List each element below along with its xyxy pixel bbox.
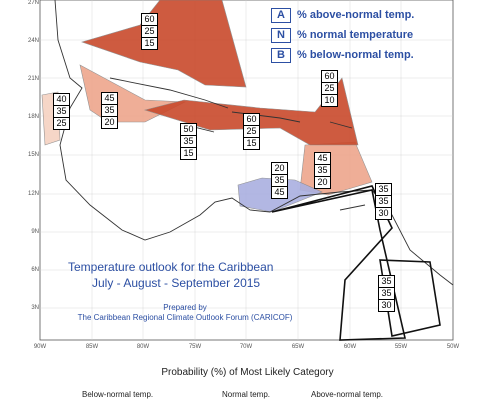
x-label: 90W bbox=[33, 344, 47, 350]
normal-value: 35 bbox=[272, 174, 287, 186]
probability-box: 20 35 45 bbox=[271, 162, 288, 199]
above-value: 20 bbox=[274, 163, 285, 173]
normal-value: 25 bbox=[142, 25, 157, 37]
prepared-by-organization: The Caribbean Regional Climate Outlook F… bbox=[77, 313, 293, 322]
above-value: 60 bbox=[144, 14, 155, 24]
above-value: 60 bbox=[324, 71, 335, 81]
x-label: 65W bbox=[291, 344, 305, 350]
category-label-below: Below-normal temp. bbox=[82, 390, 154, 399]
x-label: 60W bbox=[343, 344, 357, 350]
region-above-normal-strong-north bbox=[81, 0, 247, 88]
above-value: 35 bbox=[378, 184, 389, 194]
legend-row-normal: N % normal temperature bbox=[271, 25, 446, 45]
below-value: 30 bbox=[379, 299, 394, 311]
probability-box: 40 35 25 bbox=[53, 93, 70, 130]
legend-text: % normal temperature bbox=[297, 29, 414, 41]
above-value: 40 bbox=[56, 94, 67, 104]
y-label: 15N bbox=[27, 152, 39, 158]
normal-value: 35 bbox=[54, 105, 69, 117]
y-label: 6N bbox=[31, 267, 39, 273]
above-value: 60 bbox=[246, 114, 257, 124]
below-value: 15 bbox=[142, 37, 157, 49]
normal-value: 35 bbox=[379, 287, 394, 299]
y-label: 3N bbox=[31, 305, 39, 311]
probability-box: 35 35 30 bbox=[375, 183, 392, 220]
probability-box: 60 25 15 bbox=[243, 113, 260, 150]
y-label: 24N bbox=[27, 38, 39, 44]
probability-box: 50 35 15 bbox=[180, 123, 197, 160]
category-label-normal: Normal temp. bbox=[222, 390, 271, 399]
below-value: 20 bbox=[102, 116, 117, 128]
below-value: 20 bbox=[315, 176, 330, 188]
normal-value: 35 bbox=[181, 135, 196, 147]
probability-box: 60 25 10 bbox=[321, 70, 338, 107]
probability-box: 45 35 20 bbox=[314, 152, 331, 189]
legend-text: % above-normal temp. bbox=[297, 9, 415, 21]
legend-key: B bbox=[271, 47, 291, 63]
map-title: Temperature outlook for the Caribbean bbox=[68, 260, 274, 274]
category-title: Probability (%) of Most Likely Category bbox=[161, 367, 334, 378]
category-label-above: Above-normal temp. bbox=[311, 390, 384, 399]
normal-value: 25 bbox=[244, 125, 259, 137]
normal-value: 35 bbox=[376, 195, 391, 207]
x-label: 70W bbox=[239, 344, 253, 350]
map-legend: A % above-normal temp. N % normal temper… bbox=[271, 5, 446, 65]
legend-key: N bbox=[271, 27, 291, 43]
below-value: 15 bbox=[181, 147, 196, 159]
legend-text: % below-normal temp. bbox=[297, 49, 414, 61]
legend-row-above: A % above-normal temp. bbox=[271, 5, 446, 25]
normal-value: 35 bbox=[315, 164, 330, 176]
y-label: 12N bbox=[27, 191, 39, 197]
above-value: 45 bbox=[317, 153, 328, 163]
prepared-by-label: Prepared by bbox=[163, 303, 207, 312]
above-value: 50 bbox=[183, 124, 194, 134]
y-label: 9N bbox=[31, 229, 39, 235]
below-value: 45 bbox=[272, 186, 287, 198]
y-label: 21N bbox=[27, 76, 39, 82]
x-label: 85W bbox=[85, 344, 99, 350]
x-label: 50W bbox=[446, 344, 460, 350]
map-subtitle: July - August - September 2015 bbox=[92, 276, 261, 290]
below-value: 15 bbox=[244, 137, 259, 149]
probability-box: 35 35 30 bbox=[378, 275, 395, 312]
below-value: 30 bbox=[376, 207, 391, 219]
above-value: 45 bbox=[104, 93, 115, 103]
below-value: 25 bbox=[54, 117, 69, 129]
x-label: 75W bbox=[188, 344, 202, 350]
y-label: 27N bbox=[27, 0, 39, 6]
legend-row-below: B % below-normal temp. bbox=[271, 45, 446, 65]
y-label: 18N bbox=[27, 114, 39, 120]
legend-key: A bbox=[271, 7, 291, 23]
probability-box: 60 25 15 bbox=[141, 13, 158, 50]
normal-value: 25 bbox=[322, 82, 337, 94]
x-label: 80W bbox=[136, 344, 150, 350]
probability-box: 45 35 20 bbox=[101, 92, 118, 129]
below-value: 10 bbox=[322, 94, 337, 106]
normal-value: 35 bbox=[102, 104, 117, 116]
above-value: 35 bbox=[381, 276, 392, 286]
x-label: 55W bbox=[394, 344, 408, 350]
